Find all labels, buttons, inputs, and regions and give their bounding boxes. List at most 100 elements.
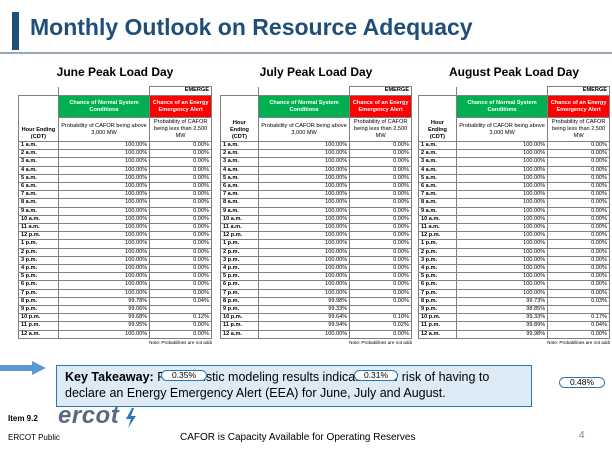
- normal-probability-cell: 100.00%: [57, 247, 151, 257]
- normal-probability-cell: 100.00%: [455, 255, 549, 266]
- hour-cell: 3 a.m.: [418, 157, 457, 167]
- hour-cell: 5 a.m.: [418, 173, 457, 184]
- eea-probability-cell: [149, 305, 212, 315]
- eea-probability-cell: 0.00%: [149, 264, 212, 274]
- normal-probability-cell: 100.00%: [57, 182, 151, 192]
- header-spacer: [220, 86, 259, 96]
- eea-probability-cell: 0.00%: [349, 165, 412, 175]
- hour-cell: 10 p.m.: [18, 313, 59, 323]
- hour-cell: 10 a.m.: [18, 214, 59, 225]
- eea-probability-cell: 0.00%: [349, 190, 412, 200]
- table-row: 6 a.m. 100.00% 0.00%: [220, 182, 412, 192]
- hour-cell: 7 p.m.: [18, 288, 59, 298]
- lightning-bolt-icon: [126, 408, 136, 428]
- normal-probability-cell: 100.00%: [257, 288, 351, 298]
- hour-cell: 6 a.m.: [18, 182, 59, 192]
- emergency-header-cut: EMERGE: [149, 86, 212, 96]
- item-number: Item 9.2: [8, 414, 38, 423]
- table-row: 8 a.m. 100.00% 0.00%: [418, 198, 610, 208]
- hour-cell: 4 a.m.: [220, 165, 259, 175]
- hour-cell: 11 p.m.: [220, 321, 259, 331]
- normal-probability-cell: 100.00%: [257, 255, 351, 266]
- cafor-footnote: CAFOR is Capacity Available for Operatin…: [180, 432, 416, 443]
- table-row: 11 a.m. 100.00% 0.00%: [220, 223, 412, 233]
- hour-cell: 7 a.m.: [18, 190, 59, 200]
- normal-probability-cell: 99.68%: [57, 313, 151, 323]
- prob-above-header: Probability of CAFOR being above 3,000 M…: [455, 117, 549, 142]
- hour-cell: 1 p.m.: [18, 239, 59, 249]
- hour-cell: 7 p.m.: [220, 288, 259, 298]
- table-row: 12 a.m. 100.00% 0.00%: [18, 329, 212, 339]
- table-row: 11 a.m. 100.00% 0.00%: [18, 223, 212, 233]
- hour-cell: 5 a.m.: [220, 173, 259, 184]
- hour-cell: 4 p.m.: [418, 264, 457, 274]
- table-row: 11 p.m. 99.94% 0.02%: [220, 321, 412, 331]
- hour-cell: 3 p.m.: [18, 255, 59, 266]
- probability-table: EMERGE Hour Ending (CDT) Chance of Normal …: [418, 86, 610, 339]
- normal-probability-cell: 99.33%: [455, 313, 549, 323]
- hour-cell: 1 a.m.: [220, 140, 259, 151]
- normal-probability-cell: 100.00%: [257, 223, 351, 233]
- normal-probability-cell: 99.89%: [455, 321, 549, 331]
- eea-probability-cell: 0.00%: [547, 165, 610, 175]
- eea-probability-cell: 0.00%: [349, 255, 412, 266]
- header-spacer: [418, 86, 457, 96]
- table-note: Note: Probabilities are not addi: [547, 339, 610, 345]
- table-row: 11 p.m. 99.89% 0.04%: [418, 321, 610, 331]
- hour-cell: 10 p.m.: [220, 313, 259, 323]
- eea-probability-cell: 0.00%: [547, 288, 610, 298]
- table-row: 8 a.m. 100.00% 0.00%: [220, 198, 412, 208]
- normal-probability-cell: 100.00%: [257, 280, 351, 290]
- normal-probability-cell: 99.98%: [257, 296, 351, 307]
- normal-probability-cell: 100.00%: [57, 173, 151, 184]
- energy-alert-header: Chance of an Energy Emergency Alert: [547, 95, 610, 118]
- hour-cell: 3 a.m.: [18, 157, 59, 167]
- normal-probability-cell: 99.78%: [57, 296, 151, 307]
- eea-probability-cell: 0.00%: [349, 272, 412, 282]
- table-row: 8 p.m. 99.78% 0.04%: [18, 296, 212, 307]
- hour-cell: 1 p.m.: [418, 239, 457, 249]
- normal-probability-cell: 100.00%: [57, 288, 151, 298]
- eea-probability-cell: 0.00%: [349, 206, 412, 216]
- table-row: 9 p.m. 99.06%: [18, 305, 212, 315]
- page-number: 4: [579, 430, 585, 441]
- hour-cell: 8 p.m.: [418, 296, 457, 307]
- normal-conditions-header: Chance of Normal System Conditions: [57, 95, 151, 118]
- normal-probability-cell: 100.00%: [455, 182, 549, 192]
- july-table-block: July Peak Load Day EMERGE Hour Ending (CDT…: [220, 64, 412, 345]
- table-row: 12 p.m. 100.00% 0.00%: [418, 231, 610, 241]
- ercot-public-label: ERCOT Public: [8, 433, 60, 442]
- eea-probability-cell: 0.00%: [547, 231, 610, 241]
- hour-cell: 10 p.m.: [418, 313, 457, 323]
- title-divider: [0, 52, 612, 54]
- normal-probability-cell: 100.00%: [57, 272, 151, 282]
- normal-probability-cell: 99.94%: [257, 321, 351, 331]
- table-row: 1 p.m. 100.00% 0.00%: [18, 239, 212, 249]
- hour-cell: 8 a.m.: [418, 198, 457, 208]
- normal-probability-cell: 100.00%: [57, 165, 151, 175]
- eea-probability-cell: 0.00%: [547, 264, 610, 274]
- eea-probability-cell: 0.00%: [547, 223, 610, 233]
- eea-probability-cell: 0.00%: [547, 173, 610, 184]
- hour-cell: 6 p.m.: [418, 280, 457, 290]
- eea-probability-cell: 0.00%: [349, 231, 412, 241]
- eea-probability-cell: 0.00%: [349, 223, 412, 233]
- eea-probability-cell: 0.00%: [349, 288, 412, 298]
- normal-probability-cell: 100.00%: [57, 198, 151, 208]
- normal-conditions-header: Chance of Normal System Conditions: [257, 95, 351, 118]
- eea-probability-cell: 0.00%: [149, 288, 212, 298]
- normal-probability-cell: 100.00%: [455, 140, 549, 151]
- eea-probability-cell: 0.00%: [149, 140, 212, 151]
- eea-probability-cell: 0.10%: [349, 313, 412, 323]
- hour-cell: 9 p.m.: [18, 305, 59, 315]
- hour-cell: 2 p.m.: [418, 247, 457, 257]
- normal-probability-cell: 100.00%: [257, 173, 351, 184]
- eea-probability-cell: 0.00%: [349, 296, 412, 307]
- hour-cell: 8 a.m.: [220, 198, 259, 208]
- hour-cell: 9 p.m.: [220, 305, 259, 315]
- hour-cell: 5 p.m.: [220, 272, 259, 282]
- table-row: 10 a.m. 100.00% 0.00%: [18, 214, 212, 225]
- eea-probability-cell: 0.00%: [149, 173, 212, 184]
- table-row: 2 p.m. 100.00% 0.00%: [18, 247, 212, 257]
- table-row: 5 a.m. 100.00% 0.00%: [418, 173, 610, 184]
